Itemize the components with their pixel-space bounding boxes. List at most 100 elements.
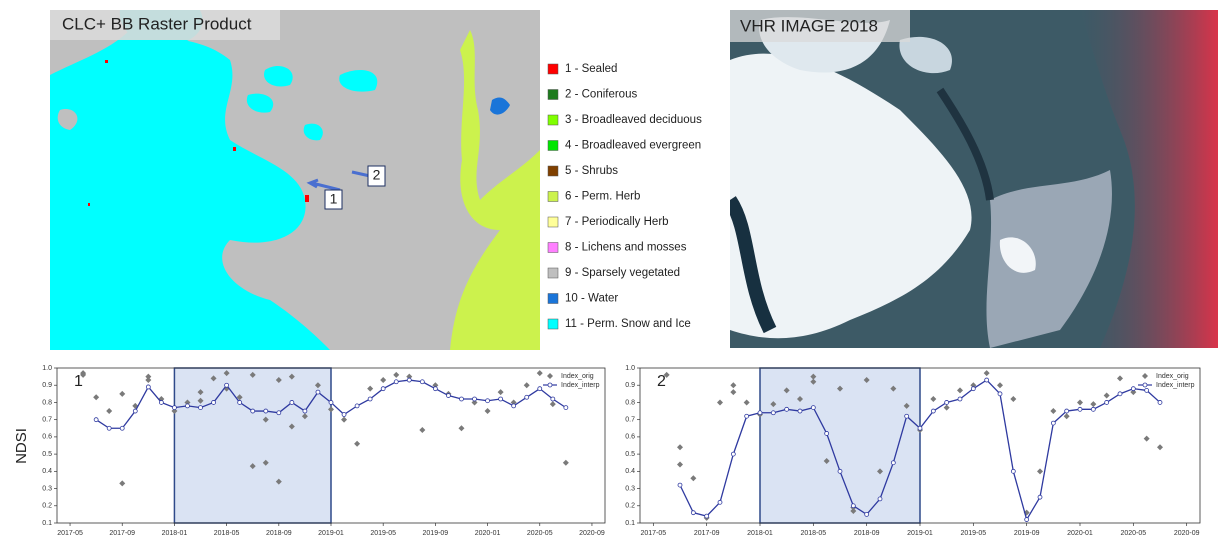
x-tick-label: 2019-01: [318, 530, 344, 537]
x-tick-label: 2019-01: [907, 530, 933, 537]
marker-label: 1: [330, 191, 338, 207]
y-tick-label: 0.3: [42, 485, 52, 492]
line-point: [690, 510, 696, 516]
legend-label: Index_orig: [1156, 373, 1189, 380]
scatter-point: [903, 402, 910, 409]
line-point: [757, 410, 763, 416]
line-point: [930, 408, 936, 414]
panel-label: 2: [657, 373, 666, 390]
scatter-point: [210, 375, 217, 382]
scatter-point: [730, 389, 737, 396]
y-tick-label: 0.2: [625, 503, 635, 510]
scatter-point: [877, 468, 883, 475]
y-tick-label: 1.0: [625, 365, 635, 372]
legend-marker: [547, 373, 553, 379]
line-point: [837, 468, 843, 474]
legend-label: 1 - Sealed: [565, 63, 617, 75]
scatter-point: [536, 370, 543, 377]
legend-label: 9 - Sparsely vegetated: [565, 267, 680, 279]
scatter-point: [275, 377, 282, 384]
y-tick-label: 0.4: [42, 468, 52, 475]
map-title: CLC+ BB Raster Product: [62, 14, 252, 33]
line-point: [511, 403, 517, 409]
legend-swatch: [547, 293, 559, 304]
scatter-point: [497, 389, 504, 396]
x-tick-label: 2018-09: [266, 530, 292, 537]
scatter-point: [970, 382, 977, 389]
line-point: [158, 400, 164, 405]
scatter-point: [249, 371, 256, 378]
scatter-point: [1077, 399, 1083, 406]
x-tick-label: 2018-05: [214, 530, 240, 537]
legend-label: 10 - Water: [565, 293, 618, 305]
scatter-point: [341, 416, 348, 423]
line-point: [419, 379, 425, 385]
scatter-point: [145, 373, 152, 380]
line-point: [302, 408, 308, 414]
line-point: [315, 389, 321, 395]
marker-arrow: [351, 170, 371, 178]
y-tick-label: 0.9: [42, 382, 52, 389]
map-legend: 1 - Sealed 2 - Coniferous 3 - Broadleaved …: [547, 63, 702, 330]
line-point: [1130, 386, 1136, 392]
y-tick-label: 0.8: [625, 399, 635, 406]
y-tick-label: 0.4: [625, 468, 635, 475]
scatter-point: [810, 378, 817, 385]
scatter-point: [484, 408, 491, 415]
legend-swatch: [547, 191, 559, 202]
scatter-point: [743, 399, 750, 406]
scatter-point: [171, 408, 178, 415]
scatter-point: [850, 507, 857, 514]
line-point: [1104, 400, 1110, 405]
legend-label: Index_interp: [1156, 382, 1195, 389]
scatter-point: [236, 394, 243, 401]
legend-swatch: [547, 140, 559, 151]
scatter-point: [837, 385, 843, 392]
line-point: [677, 482, 683, 488]
x-tick-label: 2019-09: [1014, 530, 1040, 537]
x-tick-label: 2018-01: [162, 530, 188, 537]
scatter-point: [730, 382, 737, 389]
line-point: [1050, 420, 1056, 426]
line-point: [730, 451, 736, 457]
x-tick-label: 2020-09: [1174, 530, 1200, 537]
scatter-point: [1130, 389, 1137, 396]
line-point: [172, 405, 177, 411]
y-tick-label: 1.0: [42, 365, 52, 372]
scatter-point: [890, 385, 897, 392]
line-point: [393, 379, 399, 385]
scatter-point: [288, 423, 295, 430]
line-point: [850, 503, 856, 509]
line-point: [106, 425, 112, 431]
y-tick-label: 0.7: [625, 417, 635, 424]
line-point: [1090, 406, 1096, 412]
scatter-point: [197, 389, 204, 396]
line-point: [784, 406, 790, 412]
scatter-point: [1143, 435, 1150, 442]
line-point: [237, 400, 243, 405]
y-tick-label: 0.1: [625, 520, 635, 527]
line-point: [1157, 400, 1163, 405]
line-point: [250, 408, 256, 414]
scatter-point: [690, 475, 697, 482]
line-point: [890, 460, 896, 466]
line-point: [198, 405, 203, 411]
y-axis-label: NDSI: [13, 428, 30, 464]
line-point: [997, 391, 1003, 397]
x-tick-label: 2020-05: [1120, 530, 1146, 537]
scatter-point: [249, 463, 256, 470]
scatter-point: [510, 399, 517, 406]
line-point: [984, 377, 990, 383]
line-point: [380, 386, 386, 392]
y-tick-label: 0.6: [625, 434, 635, 441]
y-tick-label: 0.3: [625, 485, 635, 492]
line-point: [537, 386, 543, 392]
y-tick-label: 0.2: [42, 503, 52, 510]
scatter-point: [145, 377, 152, 384]
scatter-point: [223, 370, 230, 377]
scatter-point: [80, 371, 87, 378]
scatter-point: [367, 385, 374, 392]
scatter-point: [419, 427, 426, 433]
line-point: [1037, 494, 1043, 500]
x-tick-label: 2018-09: [854, 530, 880, 537]
